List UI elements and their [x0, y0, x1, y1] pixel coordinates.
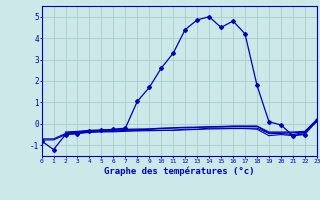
X-axis label: Graphe des températures (°c): Graphe des températures (°c)	[104, 167, 254, 176]
